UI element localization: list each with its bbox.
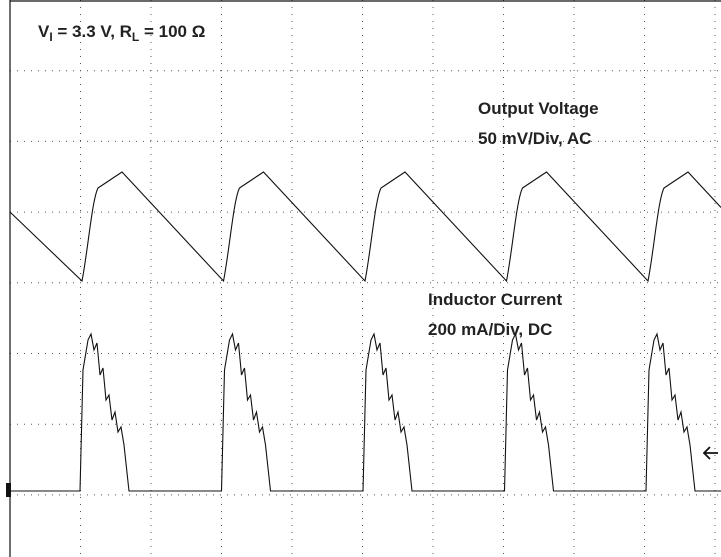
trace-name: Output Voltage	[478, 99, 599, 118]
trace-scale: 50 mV/Div, AC	[478, 129, 591, 148]
v: V	[38, 22, 50, 41]
ground-marker	[6, 483, 11, 497]
output-voltage-trace	[9, 171, 721, 283]
trace-name: Inductor Current	[428, 290, 562, 309]
trace-scale: 200 mA/Div, DC	[428, 320, 552, 339]
trigger-arrow	[702, 446, 718, 460]
v-sub: I	[49, 30, 52, 44]
conditions: VI = 3.3 V, RL = 100 Ω	[38, 22, 205, 44]
middle: = 3.3 V, R	[53, 22, 132, 41]
inductor-current-trace	[10, 332, 721, 492]
end: = 100 Ω	[139, 22, 205, 41]
r-sub: L	[132, 30, 139, 44]
